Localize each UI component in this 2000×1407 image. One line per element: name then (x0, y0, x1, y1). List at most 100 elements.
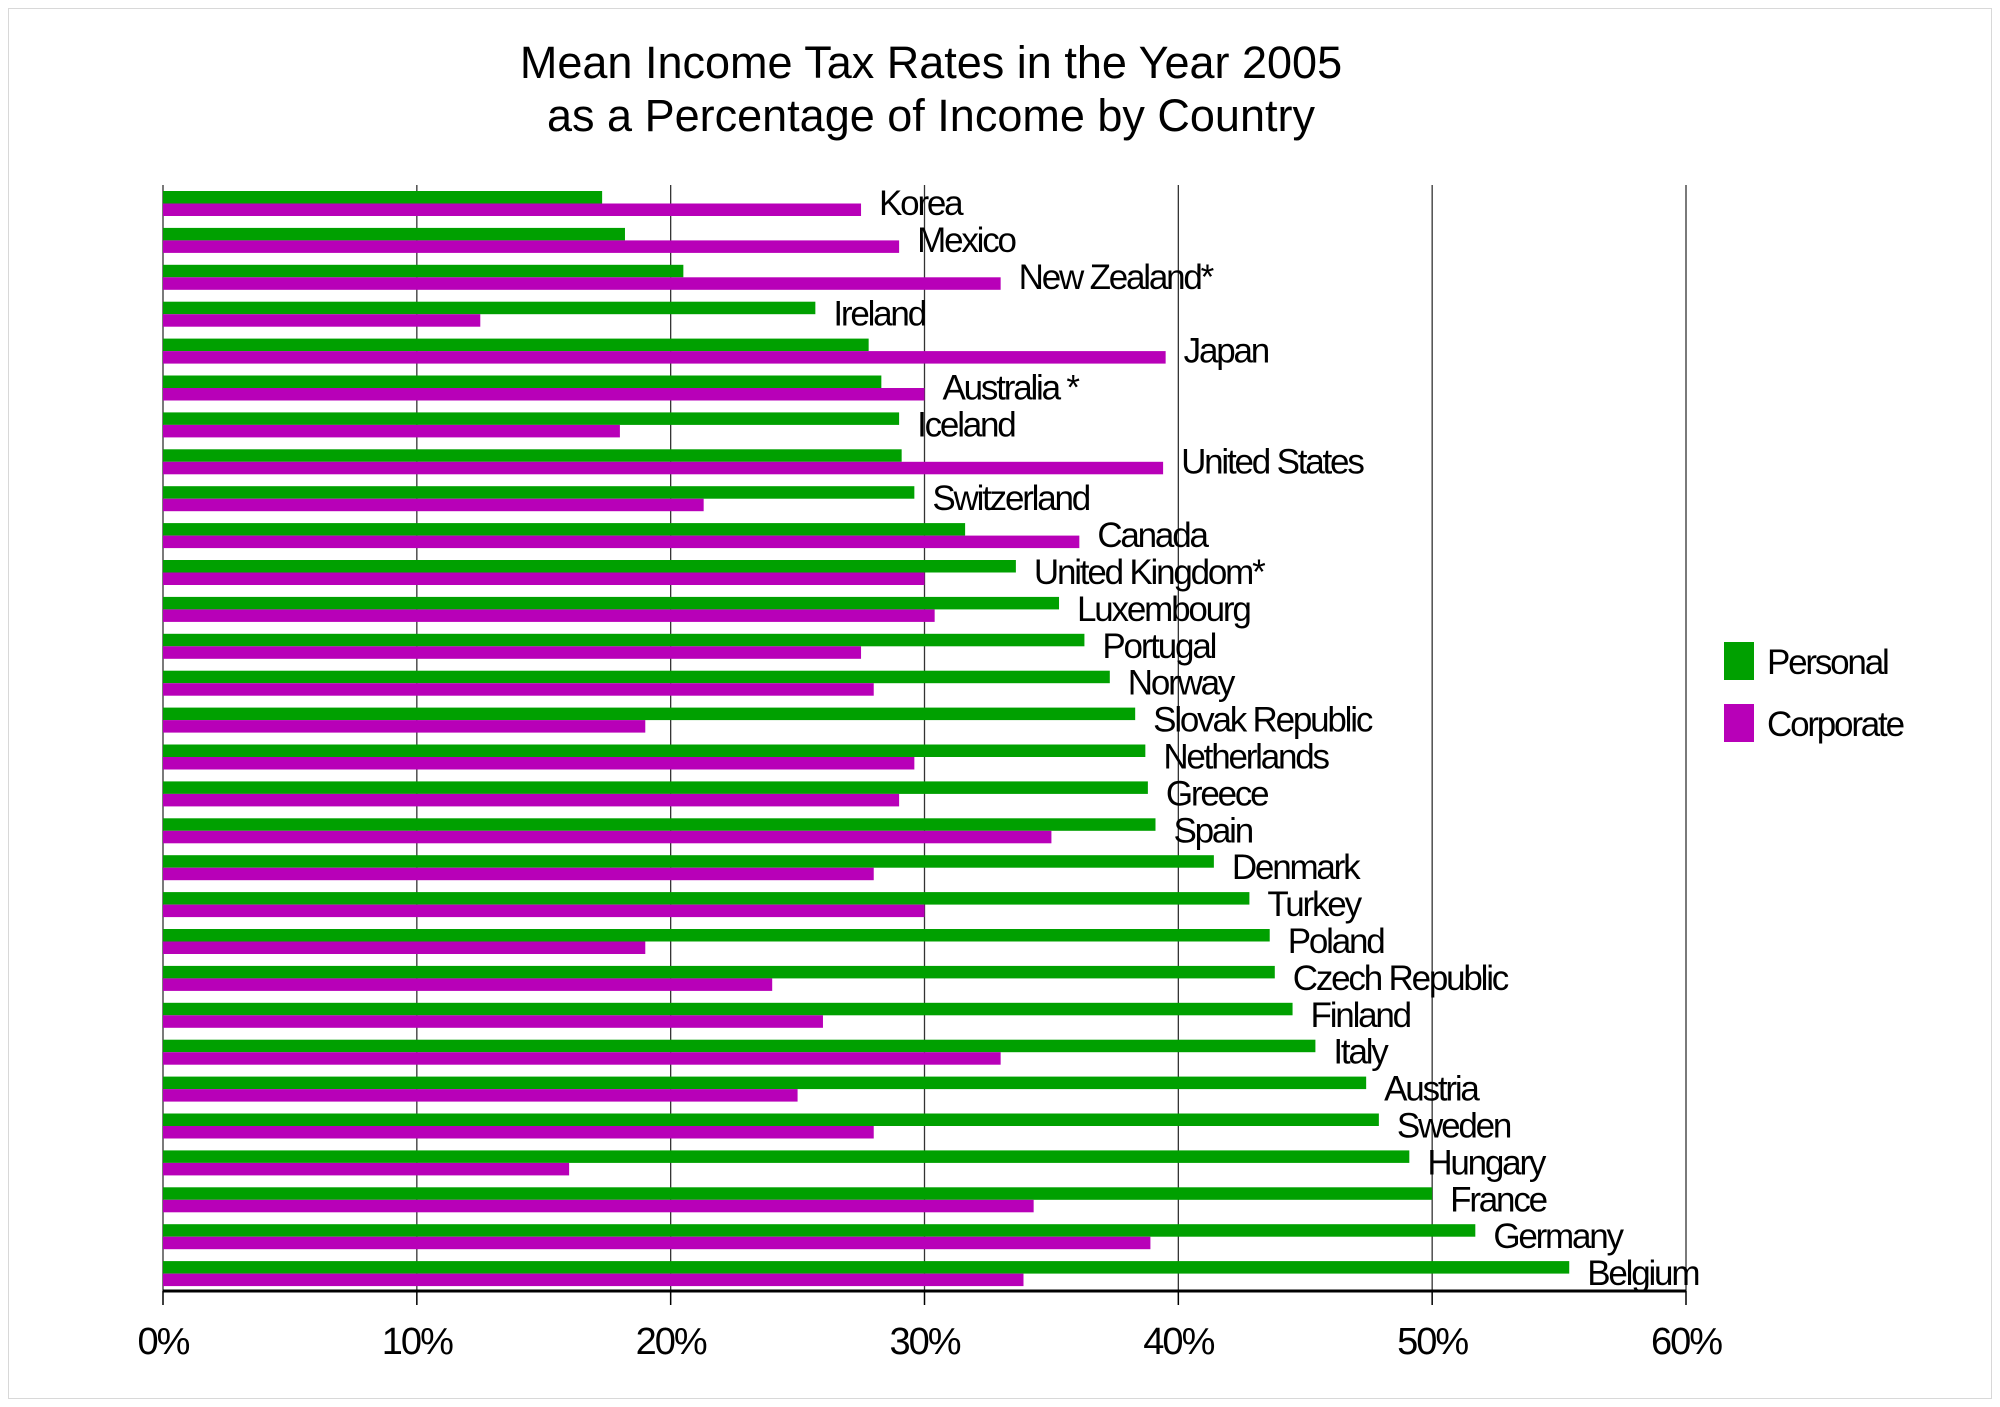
bar-corporate (163, 646, 862, 659)
bar-corporate (163, 1273, 1024, 1287)
bar-personal (163, 1076, 1367, 1090)
bar-personal (163, 1187, 1433, 1200)
bar-personal (163, 781, 1148, 794)
category-label: Germany (1493, 1217, 1624, 1256)
bar-corporate (163, 793, 900, 807)
category-label: Japan (1184, 332, 1269, 371)
category-label: Denmark (1232, 848, 1361, 887)
category-label: Iceland (917, 405, 1015, 444)
category-label: Mexico (917, 221, 1015, 260)
bar-personal (163, 707, 1136, 721)
category-label: Turkey (1267, 885, 1362, 924)
bar-corporate (163, 424, 620, 438)
category-label: Netherlands (1163, 738, 1329, 777)
bar-corporate (163, 1052, 1001, 1065)
x-tick-label: 40% (1143, 1321, 1214, 1363)
category-label: Greece (1166, 774, 1268, 813)
bar-corporate (163, 720, 646, 733)
bar-corporate (163, 351, 1166, 364)
category-label: Italy (1333, 1033, 1389, 1072)
bar-personal (163, 375, 882, 388)
bar-corporate (163, 572, 925, 585)
category-label: France (1450, 1180, 1546, 1219)
bar-corporate (163, 830, 1052, 844)
category-label: Sweden (1397, 1107, 1511, 1146)
bar-corporate (163, 461, 1164, 475)
x-tick-label: 50% (1397, 1321, 1468, 1363)
bar-corporate (163, 1199, 1034, 1213)
bar-corporate (163, 1236, 1151, 1250)
bar-personal (163, 1039, 1316, 1053)
legend-label-corporate: Corporate (1767, 705, 1904, 744)
bar-corporate (163, 683, 874, 696)
bar-personal (163, 670, 1110, 684)
bar-personal (163, 892, 1250, 905)
bar-corporate (163, 314, 481, 327)
category-label: Portugal (1102, 627, 1215, 666)
category-label: Slovak Republic (1153, 701, 1373, 740)
x-tick-label: 10% (382, 1321, 453, 1363)
category-label: Austria (1384, 1070, 1480, 1109)
category-label: Australia * (943, 369, 1081, 408)
bar-corporate (163, 904, 925, 918)
category-label: Norway (1128, 664, 1236, 703)
bar-corporate (163, 1089, 798, 1102)
bar-personal (163, 412, 900, 425)
bar-personal (163, 744, 1146, 757)
bar-corporate (163, 498, 704, 512)
bar-personal (163, 486, 915, 499)
category-label: Ireland (833, 295, 925, 334)
bar-corporate (163, 1162, 570, 1176)
bar-corporate (163, 277, 1001, 290)
category-label: Czech Republic (1293, 959, 1509, 998)
bar-personal (163, 560, 1016, 573)
bar-personal (163, 1224, 1476, 1237)
category-label: Korea (879, 184, 964, 223)
bar-personal (163, 965, 1275, 979)
category-label: United States (1181, 442, 1364, 481)
bar-personal (163, 929, 1270, 942)
category-label: Canada (1097, 516, 1209, 555)
x-tick-label: 30% (889, 1321, 960, 1363)
bar-corporate (163, 535, 1080, 549)
category-label: Finland (1311, 996, 1411, 1035)
category-label: Switzerland (932, 479, 1089, 518)
bar-personal (163, 1261, 1570, 1274)
bar-corporate (163, 203, 862, 216)
bar-corporate (163, 867, 874, 881)
category-label: Luxembourg (1077, 590, 1250, 629)
x-tick-label: 60% (1651, 1321, 1722, 1363)
bar-personal (163, 338, 869, 352)
category-label: United Kingdom* (1034, 553, 1266, 592)
legend-label-personal: Personal (1767, 643, 1888, 682)
bar-corporate (163, 240, 900, 253)
legend: Personal Corporate (1724, 642, 1906, 744)
category-label: Spain (1173, 811, 1252, 850)
bar-corporate (163, 941, 646, 954)
bar-corporate (163, 757, 915, 770)
x-tick-label: 0% (138, 1321, 190, 1363)
bar-personal (163, 855, 1214, 868)
x-tick-label: 20% (636, 1321, 707, 1363)
bar-personal (163, 818, 1156, 831)
bar-corporate (163, 388, 925, 401)
chart-title-line-1: Mean Income Tax Rates in the Year 2005 (520, 37, 1342, 88)
bar-personal (163, 449, 902, 462)
legend-swatch-corporate (1724, 704, 1754, 742)
bar-personal (163, 264, 684, 278)
bar-corporate (163, 1126, 874, 1139)
bar-personal (163, 596, 1060, 610)
bar-corporate (163, 609, 935, 622)
bar-corporate (163, 978, 773, 991)
bar-personal (163, 227, 625, 241)
bar-personal (163, 523, 966, 536)
category-label: Hungary (1427, 1143, 1547, 1182)
bar-personal (163, 1113, 1379, 1126)
bar-corporate (163, 1015, 823, 1028)
category-label: New Zealand* (1019, 258, 1215, 297)
bar-personal (163, 191, 603, 204)
category-label: Poland (1288, 922, 1385, 961)
bar-personal (163, 1150, 1410, 1163)
chart-frame (8, 8, 1992, 1399)
